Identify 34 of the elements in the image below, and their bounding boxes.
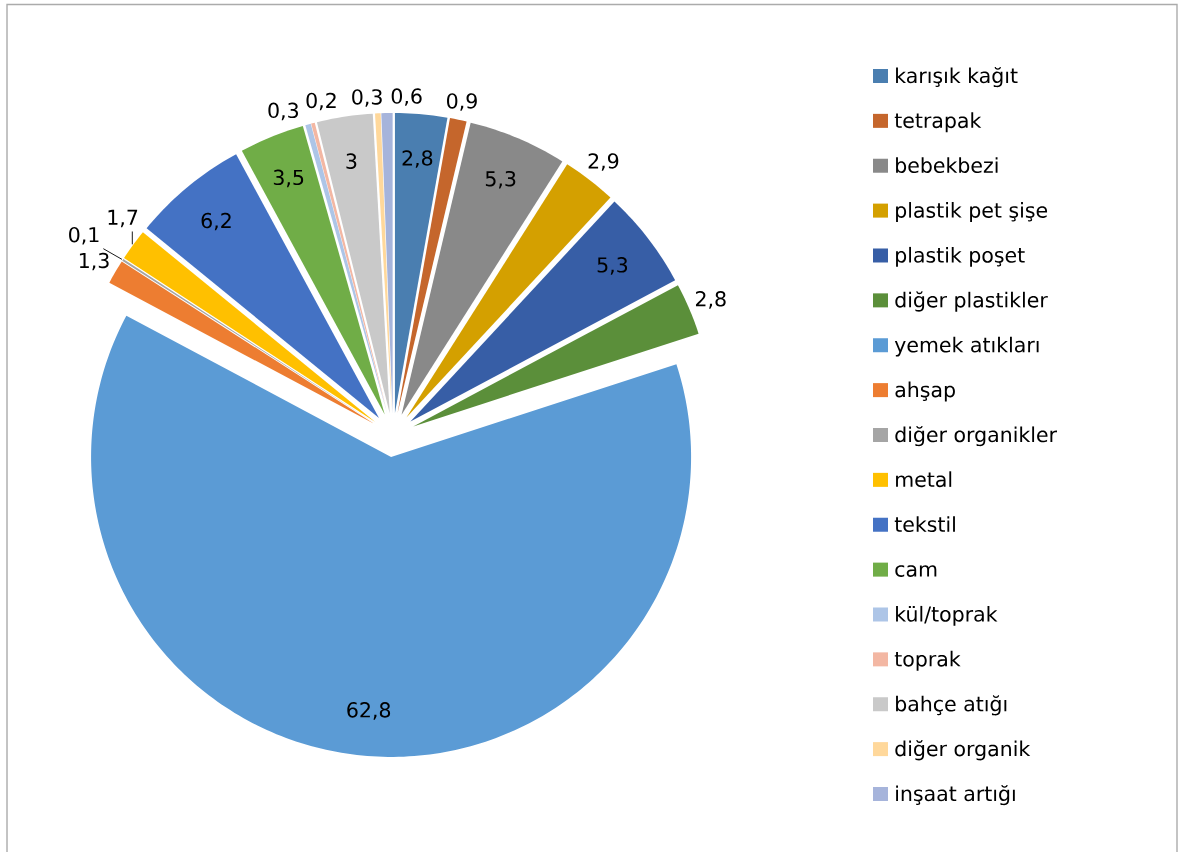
legend-label: plastik poşet bbox=[896, 246, 1025, 267]
legend-label: ahşap bbox=[895, 381, 955, 402]
legend-label: yemek atıkları bbox=[894, 336, 1039, 357]
legend-label: bahçe atığı bbox=[896, 695, 1007, 716]
data-label: 3,5 bbox=[273, 169, 304, 188]
data-label: 0,3 bbox=[352, 89, 382, 107]
legend-label: diğer plastikler bbox=[895, 291, 1048, 312]
data-label: 0,2 bbox=[306, 92, 336, 111]
legend-label: tetrapak bbox=[894, 112, 982, 133]
data-label: 0,1 bbox=[69, 226, 99, 245]
data-label: 0,6 bbox=[391, 88, 422, 106]
data-label: 5,3 bbox=[597, 257, 628, 275]
data-label: 2,9 bbox=[588, 153, 619, 171]
legend-label: diğer organikler bbox=[895, 425, 1057, 447]
legend-label: kül/toprak bbox=[896, 605, 998, 626]
legend-label: metal bbox=[896, 471, 952, 488]
data-label: 5,3 bbox=[485, 170, 516, 189]
data-label: 1,7 bbox=[108, 209, 138, 228]
legend-label: karışık kağıt bbox=[896, 66, 1018, 88]
legend-label: bebekbezi bbox=[896, 157, 998, 174]
data-label: 6,2 bbox=[201, 212, 231, 231]
legend-label: cam bbox=[895, 565, 937, 577]
legend-label: plastik pet şişe bbox=[896, 202, 1048, 222]
data-label: 2,8 bbox=[402, 150, 433, 168]
data-label: 62,8 bbox=[347, 702, 391, 720]
legend-label: diğer organik bbox=[895, 740, 1031, 761]
data-label: 1,3 bbox=[79, 252, 109, 271]
data-label: 2,8 bbox=[695, 291, 726, 309]
legend-label: toprak bbox=[894, 650, 961, 671]
legend-label: inşaat artığı bbox=[896, 784, 1015, 806]
legend-label: tekstil bbox=[894, 516, 955, 533]
data-label: 0,3 bbox=[268, 102, 298, 121]
data-label: 0,9 bbox=[447, 93, 477, 111]
data-label: 3 bbox=[346, 153, 357, 169]
